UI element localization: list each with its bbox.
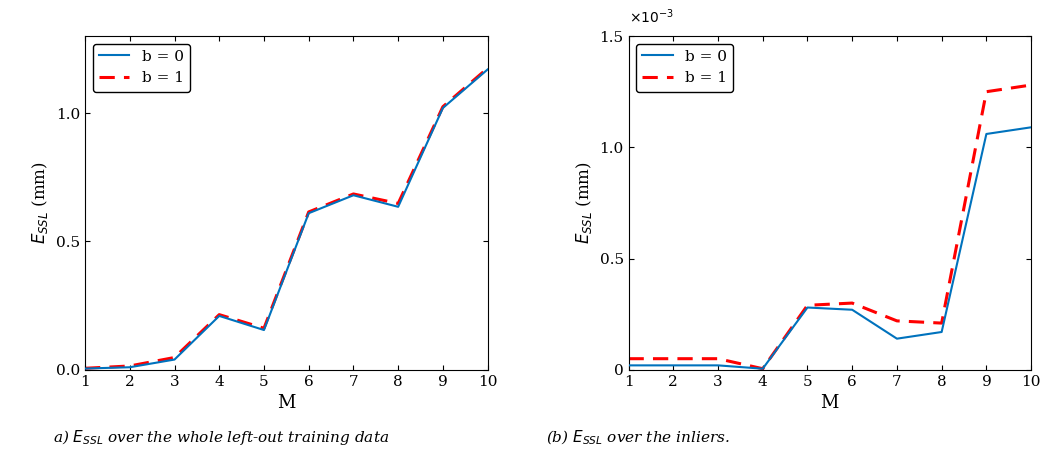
b = 1 [392, 201, 405, 206]
b = 0 [482, 67, 494, 72]
b = 1 [347, 191, 359, 197]
b = 1 [757, 366, 770, 372]
b = 0 [935, 329, 948, 335]
b = 0 [123, 364, 136, 370]
b = 1 [622, 356, 635, 361]
b = 1 [79, 366, 91, 371]
Text: a) $E_{SSL}$ over the whole left-out training data: a) $E_{SSL}$ over the whole left-out tra… [53, 428, 389, 447]
b = 0 [622, 363, 635, 368]
b = 1 [168, 355, 181, 360]
b = 1 [667, 356, 679, 361]
b = 1 [482, 65, 494, 71]
b = 1 [257, 326, 270, 331]
b = 0 [347, 193, 359, 198]
Line: b = 0: b = 0 [85, 69, 488, 368]
Line: b = 1: b = 1 [85, 68, 488, 368]
Y-axis label: $E_{SSL}$ (mm): $E_{SSL}$ (mm) [574, 161, 594, 244]
b = 1 [123, 363, 136, 368]
b = 1 [980, 89, 993, 94]
Line: b = 1: b = 1 [628, 85, 1031, 369]
Y-axis label: $E_{SSL}$ (mm): $E_{SSL}$ (mm) [31, 161, 50, 244]
X-axis label: M: M [277, 394, 296, 412]
b = 0 [79, 366, 91, 371]
b = 0 [257, 327, 270, 333]
b = 1 [711, 356, 724, 361]
b = 0 [802, 305, 814, 310]
Legend: b = 0, b = 1: b = 0, b = 1 [636, 44, 733, 92]
Text: (b) $E_{SSL}$ over the inliers.: (b) $E_{SSL}$ over the inliers. [546, 428, 729, 446]
b = 0 [1025, 124, 1037, 130]
b = 0 [302, 211, 315, 216]
b = 0 [757, 366, 770, 372]
b = 0 [213, 313, 225, 318]
b = 0 [168, 357, 181, 362]
X-axis label: M: M [821, 394, 839, 412]
b = 0 [667, 363, 679, 368]
b = 1 [846, 300, 859, 306]
b = 1 [935, 320, 948, 326]
b = 0 [980, 131, 993, 137]
b = 0 [711, 363, 724, 368]
b = 0 [437, 105, 450, 110]
b = 1 [1025, 83, 1037, 88]
Legend: b = 0, b = 1: b = 0, b = 1 [92, 44, 189, 92]
b = 1 [437, 104, 450, 110]
b = 0 [891, 336, 904, 341]
b = 1 [802, 303, 814, 308]
b = 1 [213, 312, 225, 318]
b = 1 [302, 209, 315, 215]
Line: b = 0: b = 0 [628, 127, 1031, 369]
b = 1 [891, 318, 904, 323]
b = 0 [846, 307, 859, 313]
b = 0 [392, 204, 405, 210]
Text: $\times 10^{-3}$: $\times 10^{-3}$ [628, 8, 674, 26]
